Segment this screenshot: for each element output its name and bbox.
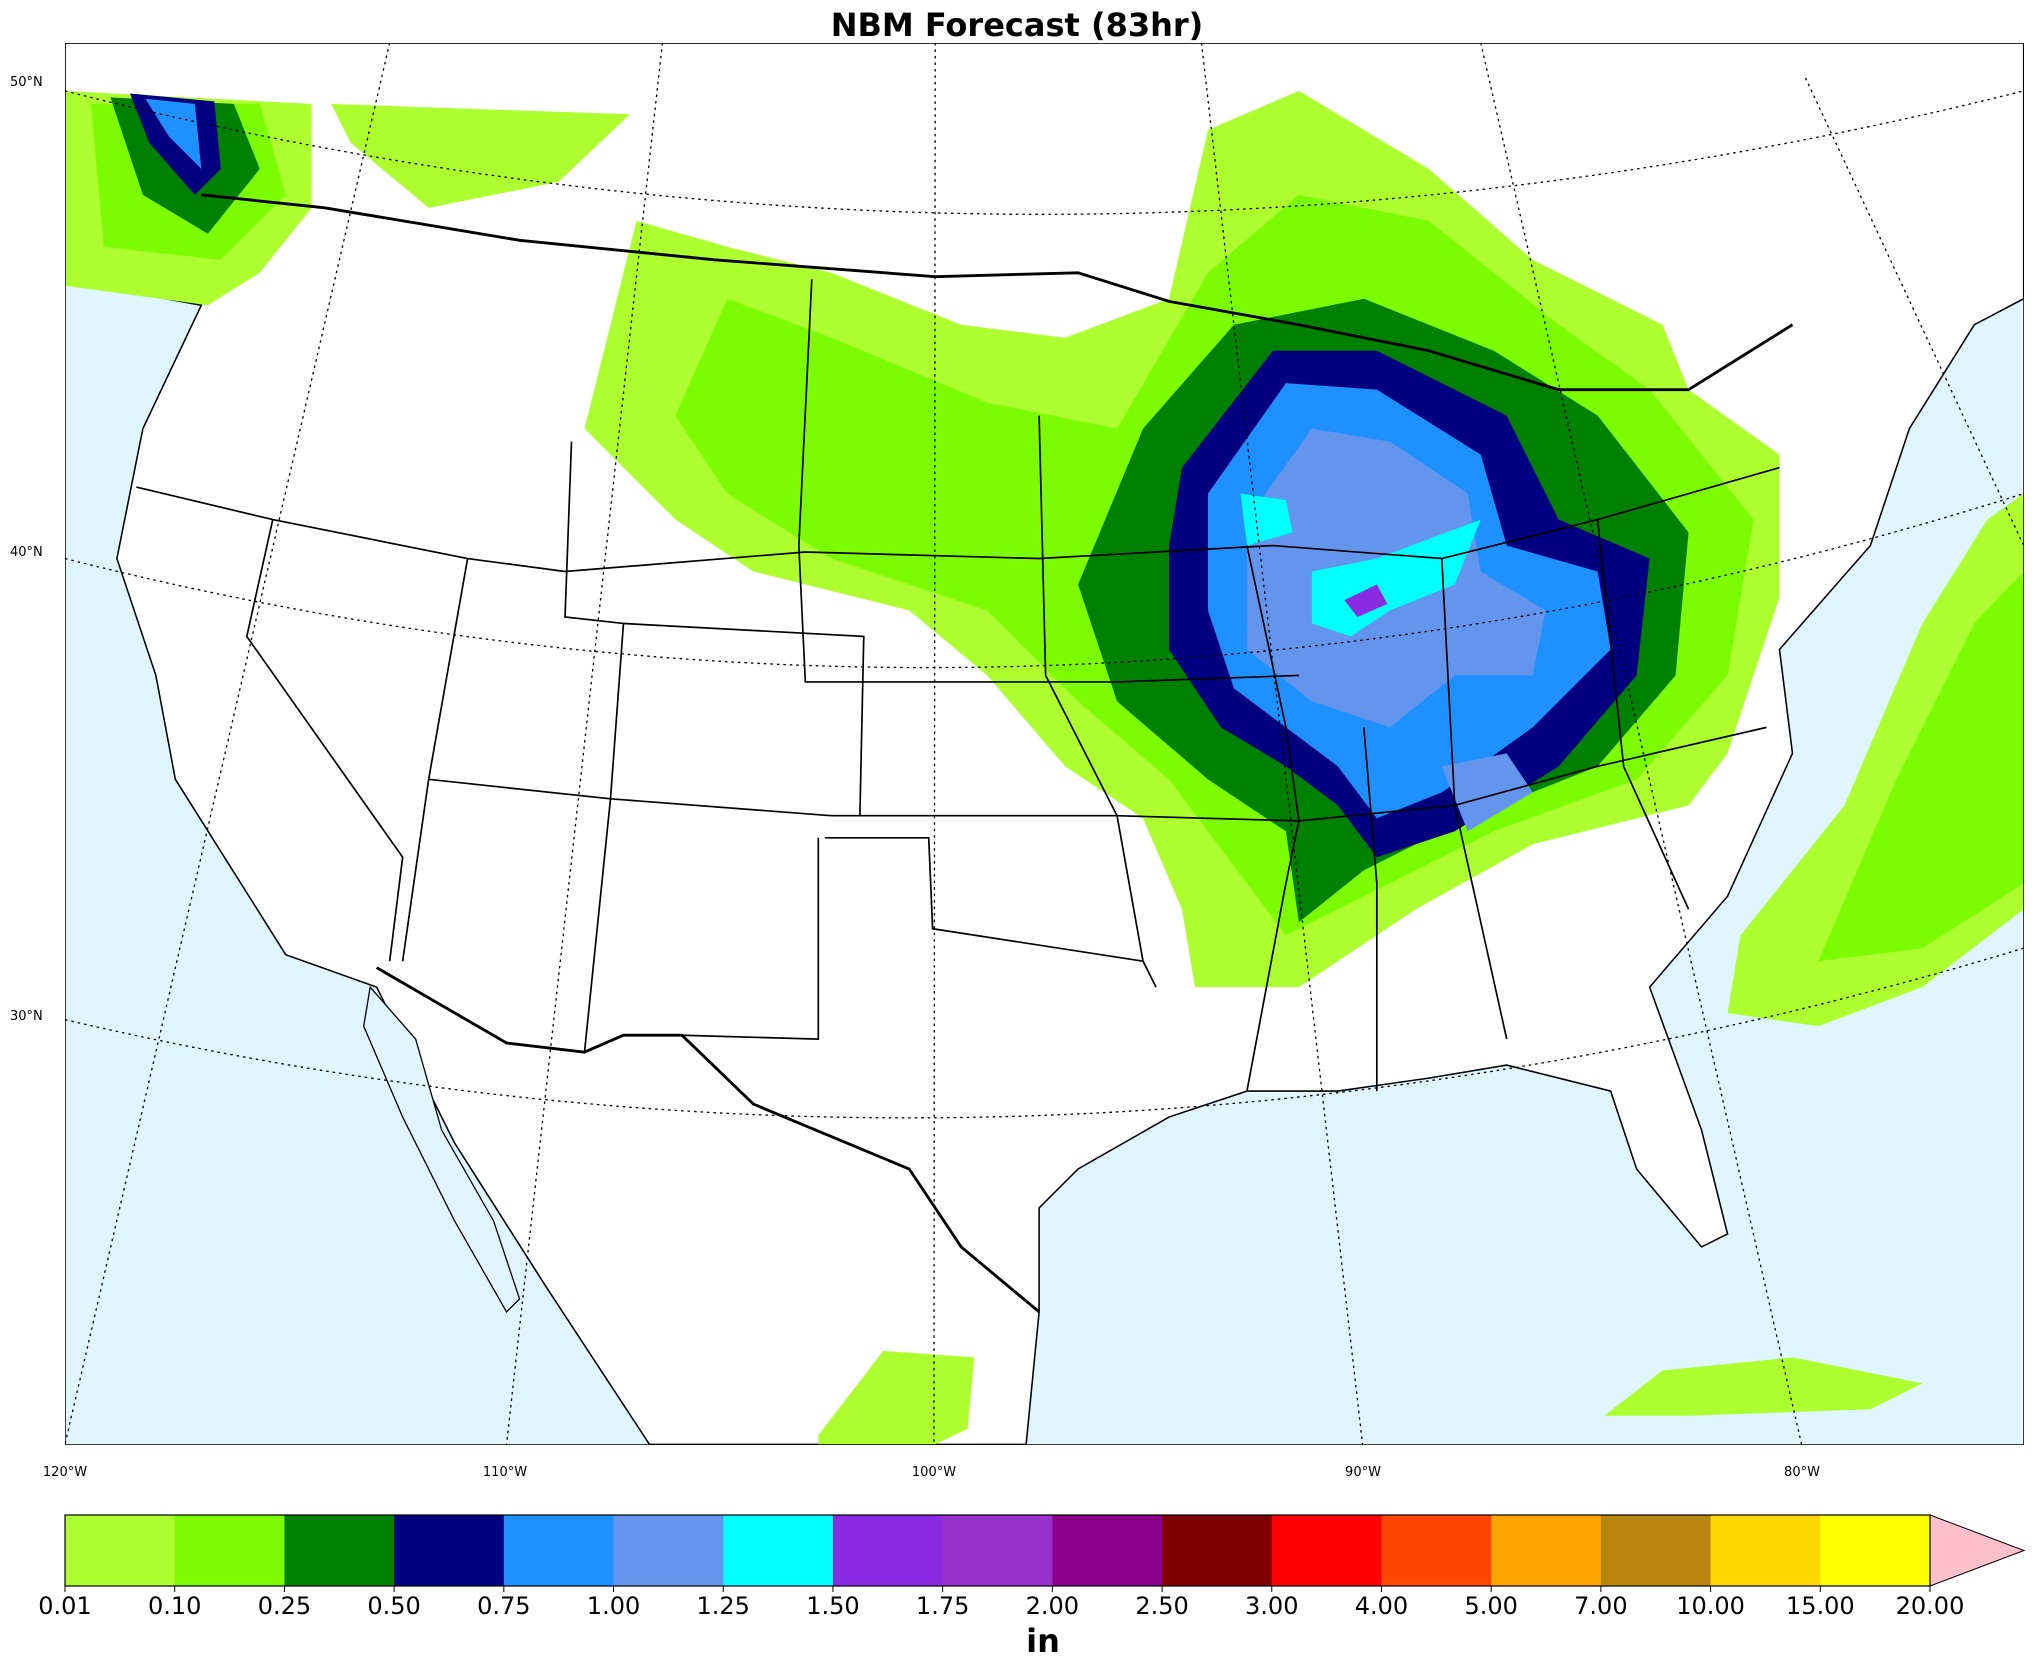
- colorbar-label: 0.01: [38, 1592, 91, 1620]
- colorbar-cell: [1491, 1515, 1602, 1586]
- colorbar-label: 2.50: [1135, 1592, 1188, 1620]
- colorbar-label: 0.25: [258, 1592, 311, 1620]
- colorbar-label: 15.00: [1786, 1592, 1855, 1620]
- state-lines: [136, 279, 1780, 1092]
- latitude-label: 30°N: [10, 1009, 43, 1024]
- colorbar-label: 1.75: [916, 1592, 969, 1620]
- mexico-border: [375, 966, 1041, 1313]
- colorbar-cell: [174, 1515, 285, 1586]
- colorbar-label: 1.50: [806, 1592, 859, 1620]
- longitude-label: 110°W: [483, 1465, 527, 1480]
- colorbar-cell: [394, 1515, 505, 1586]
- colorbar-cell: [1820, 1515, 1931, 1586]
- colorbar-label: 5.00: [1464, 1592, 1517, 1620]
- colorbar-label: 0.10: [148, 1592, 201, 1620]
- colorbar-label: 1.25: [697, 1592, 750, 1620]
- colorbar-cell: [503, 1515, 615, 1586]
- graticule: [65, 43, 2024, 1445]
- latitude-label: 40°N: [10, 545, 43, 560]
- gulf-of-california: [363, 985, 521, 1313]
- colorbar-cell: [1600, 1515, 1712, 1586]
- colorbar-cell: [723, 1515, 834, 1586]
- colorbar-label: 2.00: [1026, 1592, 1079, 1620]
- colorbar-label: 1.00: [587, 1592, 640, 1620]
- precip-area: [1240, 493, 1293, 546]
- colorbar-cell: [1381, 1515, 1492, 1586]
- precipitation: [65, 90, 2024, 1445]
- precip-area: [1818, 571, 2024, 962]
- colorbar-cell: [613, 1515, 724, 1586]
- colorbar-extension: [1929, 1514, 2026, 1587]
- colorbar-cell: [1162, 1515, 1273, 1586]
- precip-area: [1344, 584, 1388, 617]
- latitude-label: 50°N: [10, 75, 43, 90]
- longitude-label: 80°W: [1784, 1465, 1820, 1480]
- canada-border: [201, 193, 1794, 392]
- colorbar-cell: [1271, 1515, 1382, 1586]
- borders: [201, 193, 1794, 1313]
- precip-area: [1441, 753, 1533, 832]
- longitude-label: 90°W: [1345, 1465, 1381, 1480]
- precip-area: [331, 103, 630, 208]
- colorbar-cell: [832, 1515, 944, 1586]
- colorbar-outline: [64, 1514, 1931, 1587]
- colorbar-label: 7.00: [1574, 1592, 1627, 1620]
- colorbar-unit: in: [1026, 1622, 1060, 1660]
- colorbar-label: 4.00: [1355, 1592, 1408, 1620]
- colorbar-cell: [1052, 1515, 1163, 1586]
- precip-area: [145, 98, 202, 169]
- map: [65, 43, 2024, 1445]
- precip-area: [129, 93, 221, 195]
- colorbar-label: 10.00: [1676, 1592, 1745, 1620]
- precip-area: [1604, 1357, 1923, 1416]
- colorbar-cell: [1710, 1515, 1821, 1586]
- colorbar: 0.01 0.10 0.25 0.50 0.75 1.00 1.25 1.50 1.75 2.00…: [38, 1514, 2026, 1620]
- longitude-label: 100°W: [912, 1465, 956, 1480]
- longitude-label: 120°W: [43, 1465, 87, 1480]
- precip-area: [818, 1350, 975, 1445]
- axes: 50°N 40°N 30°N 120°W 110°W 100°W 90°W 80°W: [10, 75, 1820, 1480]
- map-body: [65, 43, 2024, 1445]
- colorbar-label: 0.50: [367, 1592, 420, 1620]
- title: NBM Forecast (83hr): [831, 6, 1204, 44]
- colorbar-cell: [65, 1515, 176, 1586]
- colorbar-label: 0.75: [477, 1592, 530, 1620]
- colorbar-cell: [284, 1515, 395, 1586]
- colorbar-label: 3.00: [1245, 1592, 1298, 1620]
- colorbar-cell: [942, 1515, 1053, 1586]
- colorbar-label: 20.00: [1896, 1592, 1965, 1620]
